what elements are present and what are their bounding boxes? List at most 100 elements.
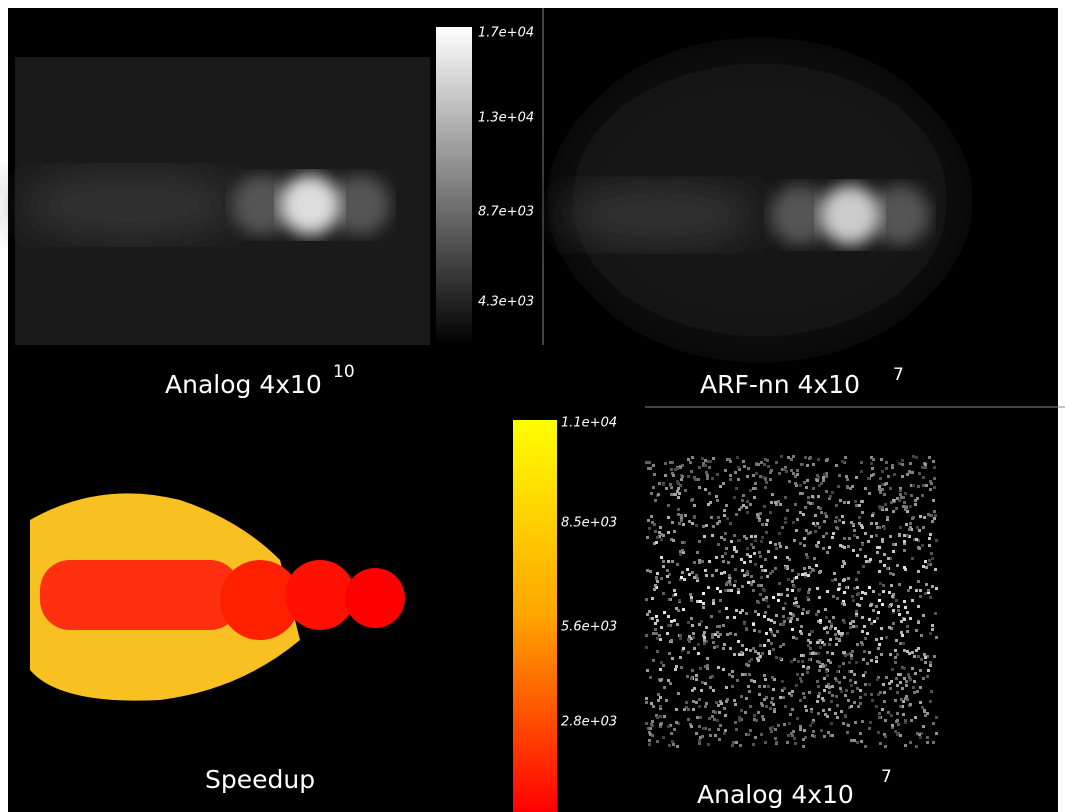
noise-pixel	[889, 557, 892, 560]
noise-pixel	[652, 464, 655, 467]
noise-pixel	[786, 556, 789, 559]
noise-pixel	[654, 499, 657, 502]
noise-pixel	[764, 741, 767, 744]
noise-pixel	[829, 627, 832, 630]
noise-pixel	[680, 576, 683, 579]
noise-pixel	[909, 617, 912, 620]
noise-pixel	[652, 486, 655, 489]
noise-pixel	[846, 653, 849, 656]
noise-pixel	[716, 587, 719, 590]
noise-pixel	[735, 487, 738, 490]
noise-pixel	[725, 547, 728, 550]
noise-pixel	[897, 605, 900, 608]
noise-pixel	[687, 718, 690, 721]
noise-pixel	[878, 526, 881, 529]
noise-pixel	[747, 581, 750, 584]
noise-pixel	[733, 534, 736, 537]
noise-pixel	[759, 593, 762, 596]
noise-pixel	[649, 617, 652, 620]
noise-pixel	[914, 716, 917, 719]
noise-pixel	[761, 715, 764, 718]
noise-pixel	[720, 572, 723, 575]
noise-pixel	[726, 517, 729, 520]
noise-pixel	[803, 537, 806, 540]
noise-pixel	[791, 580, 794, 583]
noise-pixel	[793, 602, 796, 605]
noise-pixel	[792, 521, 795, 524]
noise-pixel	[823, 627, 826, 630]
noise-pixel	[872, 609, 875, 612]
noise-pixel	[795, 576, 798, 579]
noise-pixel	[743, 622, 746, 625]
noise-pixel	[726, 616, 729, 619]
noise-pixel	[892, 611, 895, 614]
noise-pixel	[760, 702, 763, 705]
noise-pixel	[906, 611, 909, 614]
noise-pixel	[915, 538, 918, 541]
noise-pixel	[822, 479, 825, 482]
noise-pixel	[917, 580, 920, 583]
noise-pixel	[717, 728, 720, 731]
noise-pixel	[740, 651, 743, 654]
noise-pixel	[786, 741, 789, 744]
noise-pixel	[901, 687, 904, 690]
noise-pixel	[817, 639, 820, 642]
noise-pixel	[896, 564, 899, 567]
noise-pixel	[734, 703, 737, 706]
noise-pixel	[882, 525, 885, 528]
noise-pixel	[799, 542, 802, 545]
noise-pixel	[809, 641, 812, 644]
noise-pixel	[905, 506, 908, 509]
noise-pixel	[887, 557, 890, 560]
noise-pixel	[649, 467, 652, 470]
noise-pixel	[878, 643, 881, 646]
noise-pixel	[826, 458, 829, 461]
noise-pixel	[669, 461, 672, 464]
noise-pixel	[911, 557, 914, 560]
noise-pixel	[850, 684, 853, 687]
noise-pixel	[728, 458, 731, 461]
noise-pixel	[818, 661, 821, 664]
noise-pixel	[753, 496, 756, 499]
noise-pixel	[689, 723, 692, 726]
noise-pixel	[808, 658, 811, 661]
noise-pixel	[848, 537, 851, 540]
noise-pixel	[901, 634, 904, 637]
noise-pixel	[799, 630, 802, 633]
noise-pixel	[752, 647, 755, 650]
noise-pixel	[733, 653, 736, 656]
noise-pixel	[675, 721, 678, 724]
noise-pixel	[793, 577, 796, 580]
noise-pixel	[704, 459, 707, 462]
noise-pixel	[799, 728, 802, 731]
noise-pixel	[915, 589, 918, 592]
noise-pixel	[827, 683, 830, 686]
noise-pixel	[752, 487, 755, 490]
noise-pixel	[718, 610, 721, 613]
noise-pixel	[775, 547, 778, 550]
noise-pixel	[788, 558, 791, 561]
noise-pixel	[852, 625, 855, 628]
noise-pixel	[854, 721, 857, 724]
noise-pixel	[690, 725, 693, 728]
noise-pixel	[827, 659, 830, 662]
noise-pixel	[837, 588, 840, 591]
noise-pixel	[920, 732, 923, 735]
noise-pixel	[906, 630, 909, 633]
noise-pixel	[788, 722, 791, 725]
noise-pixel	[698, 698, 701, 701]
noise-pixel	[740, 718, 743, 721]
noise-pixel	[750, 543, 753, 546]
noise-pixel	[835, 679, 838, 682]
noise-pixel	[786, 565, 789, 568]
noise-pixel	[792, 730, 795, 733]
noise-pixel	[795, 529, 798, 532]
noise-pixel	[699, 736, 702, 739]
noise-pixel	[924, 714, 927, 717]
noise-pixel	[734, 721, 737, 724]
noise-pixel	[906, 625, 909, 628]
noise-pixel	[801, 612, 804, 615]
noise-pixel	[799, 511, 802, 514]
noise-pixel	[883, 527, 886, 530]
noise-pixel	[928, 456, 931, 459]
